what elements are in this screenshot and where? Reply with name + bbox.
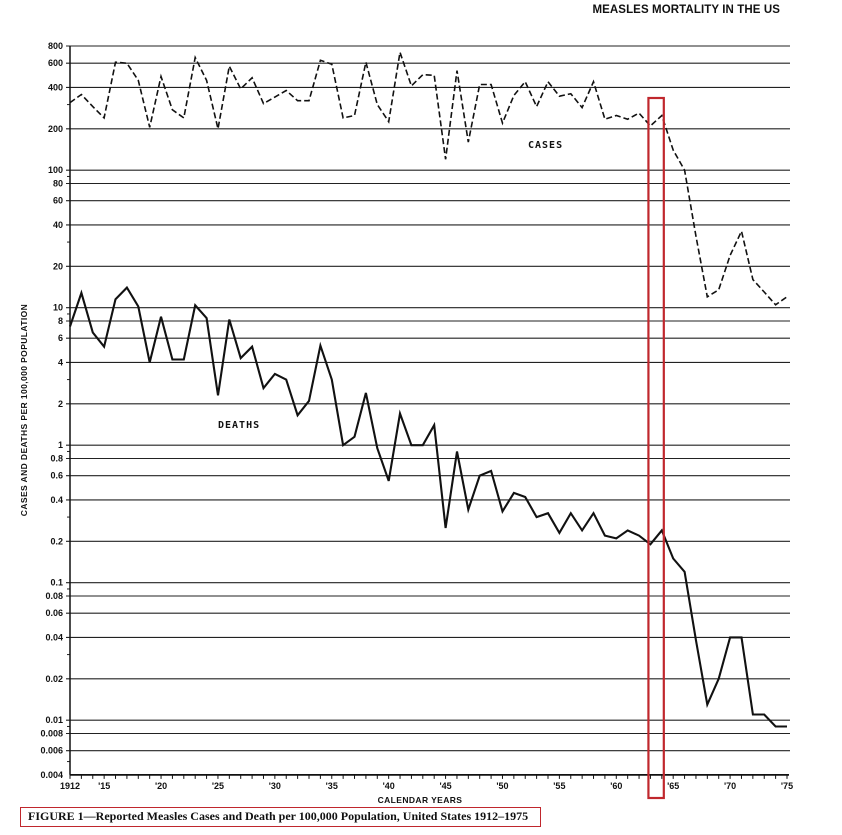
x-axis-title: CALENDAR YEARS — [378, 795, 463, 805]
y-tick-label: 10 — [53, 303, 63, 313]
x-tick-label: '35 — [326, 781, 338, 791]
highlight-box-1963-1964 — [647, 96, 665, 800]
y-tick-label: 0.008 — [40, 729, 63, 739]
cases-series-label: CASES — [528, 140, 563, 151]
gridlines — [66, 45, 790, 752]
deaths-line — [69, 285, 787, 728]
y-tick-label: 60 — [53, 196, 63, 206]
y-tick-label: 0.8 — [50, 454, 63, 464]
y-tick-label: 40 — [53, 220, 63, 230]
y-tick-label: 0.04 — [45, 632, 63, 642]
y-tick-label: 0.006 — [40, 746, 63, 756]
y-tick-label: 0.004 — [40, 770, 63, 780]
y-tick-label: 0.6 — [50, 471, 63, 481]
x-tick-label: '25 — [212, 781, 224, 791]
y-tick-label: 2 — [58, 399, 63, 409]
y-tick-label: 80 — [53, 179, 63, 189]
x-tick-label: '20 — [155, 781, 167, 791]
y-tick-label: 20 — [53, 261, 63, 271]
x-axis: 1912 '15 '20 '25 '30 '35 '40 '45 '50 '55 '60 '65 '70… — [60, 773, 793, 791]
y-tick-label: 0.1 — [50, 578, 63, 588]
x-tick-label: '40 — [383, 781, 395, 791]
cases-line — [69, 52, 788, 306]
deaths-series-label: DEATHS — [218, 420, 260, 431]
y-tick-label: 0.4 — [50, 495, 63, 505]
y-axis-title: CASES AND DEATHS PER 100,000 POPULATION — [19, 304, 29, 516]
y-tick-label: 0.02 — [45, 674, 63, 684]
y-tick-label: 0.06 — [45, 608, 63, 618]
x-tick-label: '75 — [781, 781, 793, 791]
y-tick-label: 1 — [58, 440, 63, 450]
y-tick-label: 0.01 — [45, 715, 63, 725]
y-tick-label: 4 — [58, 357, 63, 367]
y-tick-label: 800 — [48, 41, 63, 51]
x-tick-label: '45 — [439, 781, 451, 791]
x-tick-label: '60 — [610, 781, 622, 791]
y-tick-label: 400 — [48, 82, 63, 92]
data-series — [69, 52, 788, 728]
figure-caption: FIGURE 1—Reported Measles Cases and Deat… — [20, 807, 541, 827]
page-title: MEASLES MORTALITY IN THE US — [592, 4, 780, 16]
x-tick-label: '70 — [724, 781, 736, 791]
series-labels: CASES DEATHS — [218, 140, 563, 431]
y-tick-label: 200 — [48, 124, 63, 134]
x-tick-label: '50 — [496, 781, 508, 791]
x-tick-label: 1912 — [60, 781, 80, 791]
y-tick-label: 600 — [48, 58, 63, 68]
y-tick-label: 6 — [58, 333, 63, 343]
y-tick-label: 100 — [48, 165, 63, 175]
y-tick-label: 8 — [58, 316, 63, 326]
y-tick-label: 0.08 — [45, 591, 63, 601]
x-tick-label: '65 — [667, 781, 679, 791]
x-tick-label: '15 — [98, 781, 110, 791]
x-tick-label: '30 — [269, 781, 281, 791]
y-axis: 800 600 400 200 100 80 60 40 20 10 8 6 4 2 1 0.8 0.6 0.4 0… — [40, 41, 71, 780]
y-tick-label: 0.2 — [50, 536, 63, 546]
x-tick-label: '55 — [553, 781, 565, 791]
